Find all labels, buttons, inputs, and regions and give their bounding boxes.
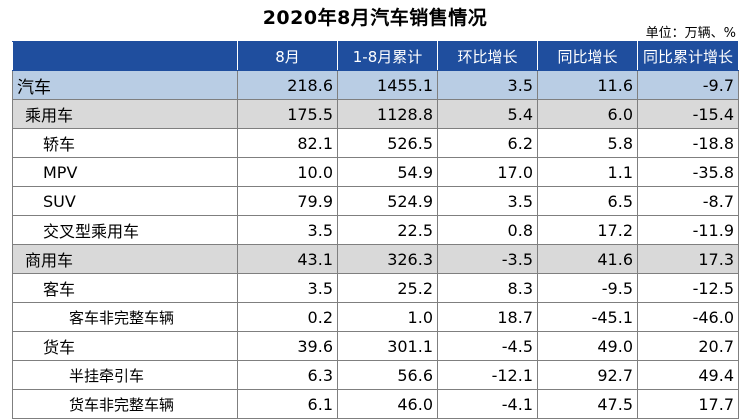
row-category-cell: SUV bbox=[12, 186, 238, 216]
value-cell: 326.3 bbox=[337, 244, 438, 274]
value-cell: -35.8 bbox=[637, 157, 739, 187]
value-cell: -45.1 bbox=[537, 302, 638, 332]
value-cell: 3.5 bbox=[437, 70, 538, 100]
value-cell: 10.0 bbox=[237, 157, 338, 187]
row-category-cell: MPV bbox=[12, 157, 238, 187]
value-cell: 54.9 bbox=[337, 157, 438, 187]
header-cumulative: 1-8月累计 bbox=[337, 41, 438, 71]
value-cell: 22.5 bbox=[337, 215, 438, 245]
value-cell: -8.7 bbox=[637, 186, 739, 216]
value-cell: -9.7 bbox=[637, 70, 739, 100]
row-category-cell: 客车非完整车辆 bbox=[12, 302, 238, 332]
table-header-row: 8月 1-8月累计 环比增长 同比增长 同比累计增长 bbox=[12, 41, 739, 71]
value-cell: -15.4 bbox=[637, 99, 739, 129]
value-cell: 17.2 bbox=[537, 215, 638, 245]
header-mom-growth: 环比增长 bbox=[437, 41, 538, 71]
page-title: 2020年8月汽车销售情况 bbox=[262, 7, 488, 29]
sales-table: 8月 1-8月累计 环比增长 同比增长 同比累计增长 汽车 218.6 1455.1… bbox=[12, 41, 739, 419]
row-category-cell: 货车 bbox=[12, 331, 238, 361]
table-row: 交叉型乘用车 3.5 22.5 0.8 17.2 -11.9 bbox=[12, 215, 739, 245]
value-cell: 25.2 bbox=[337, 273, 438, 303]
value-cell: 1128.8 bbox=[337, 99, 438, 129]
table-row: 汽车 218.6 1455.1 3.5 11.6 -9.7 bbox=[12, 70, 739, 100]
value-cell: 3.5 bbox=[237, 215, 338, 245]
value-cell: 43.1 bbox=[237, 244, 338, 274]
value-cell: 218.6 bbox=[237, 70, 338, 100]
table-row: 乘用车 175.5 1128.8 5.4 6.0 -15.4 bbox=[12, 99, 739, 129]
value-cell: 524.9 bbox=[337, 186, 438, 216]
row-category-cell: 货车非完整车辆 bbox=[12, 389, 238, 419]
value-cell: -9.5 bbox=[537, 273, 638, 303]
row-category-cell: 轿车 bbox=[12, 128, 238, 158]
value-cell: 526.5 bbox=[337, 128, 438, 158]
value-cell: 79.9 bbox=[237, 186, 338, 216]
table-row: SUV 79.9 524.9 3.5 6.5 -8.7 bbox=[12, 186, 739, 216]
value-cell: 17.0 bbox=[437, 157, 538, 187]
header-month: 8月 bbox=[237, 41, 338, 71]
row-category-cell: 半挂牵引车 bbox=[12, 360, 238, 390]
value-cell: 46.0 bbox=[337, 389, 438, 419]
row-category-cell: 乘用车 bbox=[12, 99, 238, 129]
value-cell: 3.5 bbox=[237, 273, 338, 303]
value-cell: 0.2 bbox=[237, 302, 338, 332]
value-cell: 39.6 bbox=[237, 331, 338, 361]
table-body: 汽车 218.6 1455.1 3.5 11.6 -9.7 乘用车 175.5 1128.8 5.… bbox=[12, 70, 739, 419]
unit-label: 单位：万辆、% bbox=[645, 26, 736, 41]
table-row: 客车非完整车辆 0.2 1.0 18.7 -45.1 -46.0 bbox=[12, 302, 739, 332]
table-row: 货车非完整车辆 6.1 46.0 -4.1 47.5 17.7 bbox=[12, 389, 739, 419]
value-cell: 3.5 bbox=[437, 186, 538, 216]
table-row: 轿车 82.1 526.5 6.2 5.8 -18.8 bbox=[12, 128, 739, 158]
table-row: 商用车 43.1 326.3 -3.5 41.6 17.3 bbox=[12, 244, 739, 274]
value-cell: 41.6 bbox=[537, 244, 638, 274]
value-cell: 6.2 bbox=[437, 128, 538, 158]
value-cell: 17.7 bbox=[637, 389, 739, 419]
value-cell: 301.1 bbox=[337, 331, 438, 361]
value-cell: 6.0 bbox=[537, 99, 638, 129]
value-cell: 6.3 bbox=[237, 360, 338, 390]
row-category-cell: 汽车 bbox=[12, 70, 238, 100]
value-cell: 20.7 bbox=[637, 331, 739, 361]
value-cell: -46.0 bbox=[637, 302, 739, 332]
value-cell: -18.8 bbox=[637, 128, 739, 158]
table-row: 货车 39.6 301.1 -4.5 49.0 20.7 bbox=[12, 331, 739, 361]
table-row: MPV 10.0 54.9 17.0 1.1 -35.8 bbox=[12, 157, 739, 187]
row-category-cell: 客车 bbox=[12, 273, 238, 303]
value-cell: 11.6 bbox=[537, 70, 638, 100]
header-yoy-growth: 同比增长 bbox=[537, 41, 638, 71]
value-cell: 17.3 bbox=[637, 244, 739, 274]
value-cell: 0.8 bbox=[437, 215, 538, 245]
value-cell: 47.5 bbox=[537, 389, 638, 419]
value-cell: 49.4 bbox=[637, 360, 739, 390]
header-category bbox=[12, 41, 238, 71]
value-cell: 175.5 bbox=[237, 99, 338, 129]
value-cell: 6.5 bbox=[537, 186, 638, 216]
table-row: 半挂牵引车 6.3 56.6 -12.1 92.7 49.4 bbox=[12, 360, 739, 390]
header-yoy-cumulative-growth: 同比累计增长 bbox=[637, 41, 739, 71]
value-cell: -12.5 bbox=[637, 273, 739, 303]
value-cell: 6.1 bbox=[237, 389, 338, 419]
value-cell: 56.6 bbox=[337, 360, 438, 390]
table-row: 客车 3.5 25.2 8.3 -9.5 -12.5 bbox=[12, 273, 739, 303]
value-cell: -4.5 bbox=[437, 331, 538, 361]
value-cell: 82.1 bbox=[237, 128, 338, 158]
value-cell: 5.8 bbox=[537, 128, 638, 158]
value-cell: -3.5 bbox=[437, 244, 538, 274]
value-cell: -11.9 bbox=[637, 215, 739, 245]
value-cell: -12.1 bbox=[437, 360, 538, 390]
value-cell: 1.1 bbox=[537, 157, 638, 187]
value-cell: 5.4 bbox=[437, 99, 538, 129]
value-cell: 49.0 bbox=[537, 331, 638, 361]
value-cell: 18.7 bbox=[437, 302, 538, 332]
value-cell: 8.3 bbox=[437, 273, 538, 303]
row-category-cell: 商用车 bbox=[12, 244, 238, 274]
row-category-cell: 交叉型乘用车 bbox=[12, 215, 238, 245]
value-cell: 92.7 bbox=[537, 360, 638, 390]
value-cell: -4.1 bbox=[437, 389, 538, 419]
value-cell: 1455.1 bbox=[337, 70, 438, 100]
value-cell: 1.0 bbox=[337, 302, 438, 332]
